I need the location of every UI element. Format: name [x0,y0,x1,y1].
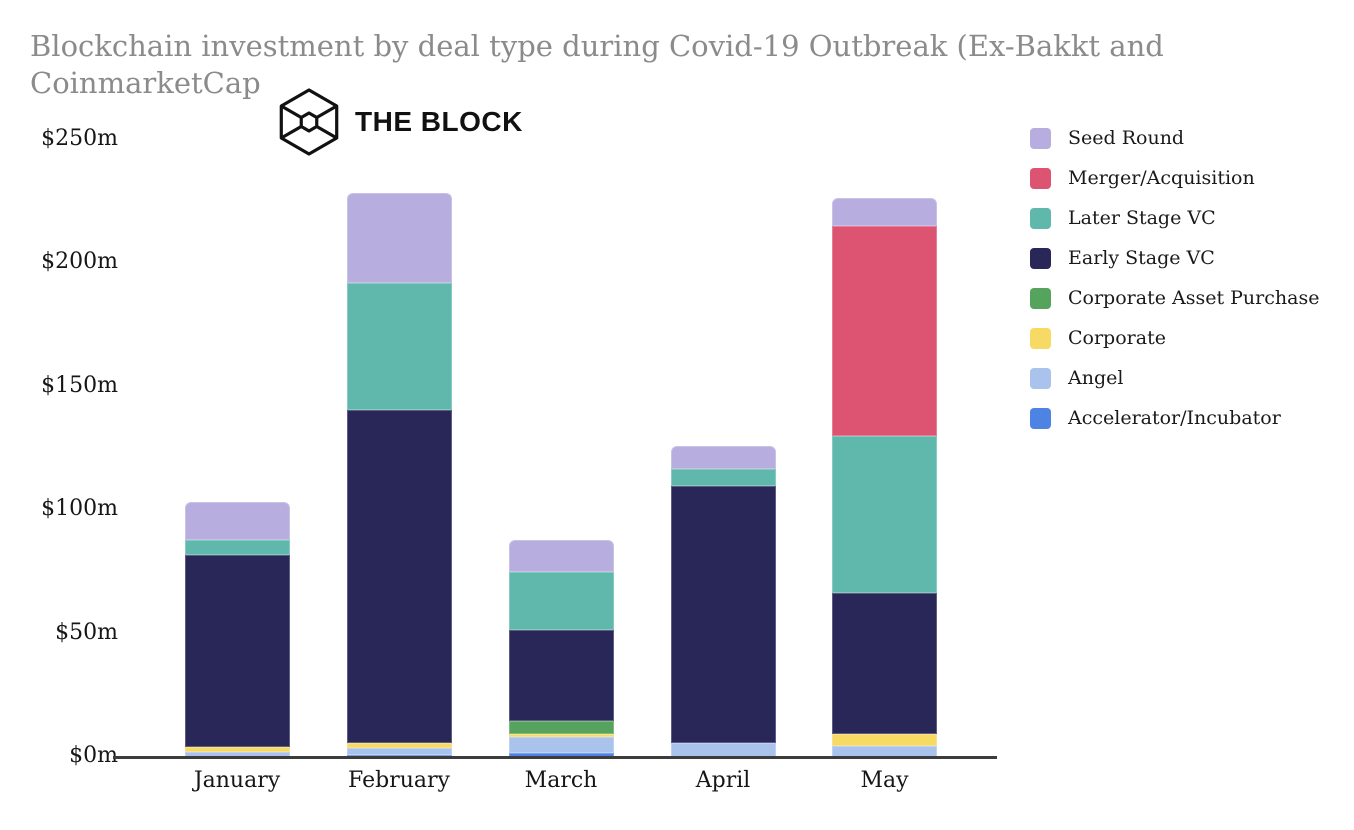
legend-item-label: Corporate [1068,327,1166,349]
bar-segment[interactable] [670,743,776,757]
legend-swatch-icon [1030,207,1051,229]
bar-segment[interactable] [346,410,452,744]
bar-segment[interactable] [346,283,452,411]
the-block-logo: THE BLOCK [277,86,523,158]
legend-item[interactable]: Seed Round [1030,118,1319,158]
bar-segment[interactable] [508,737,614,754]
x-axis-category-label: May [860,768,909,793]
bar-segment[interactable] [184,554,290,748]
legend-swatch-icon [1030,367,1051,389]
bar-segment[interactable] [670,469,776,486]
bar-segment[interactable] [832,436,937,593]
legend-swatch-icon [1030,127,1051,149]
legend: Seed Round Merger/Acquisition Later Stage … [1030,118,1319,438]
legend-swatch-icon [1030,407,1051,429]
y-axis-tick-label: $0m [69,743,118,768]
bar-segment[interactable] [184,539,290,555]
legend-item[interactable]: Corporate Asset Purchase [1030,278,1319,318]
bar-segment[interactable] [508,629,614,722]
bar-segment[interactable] [346,743,452,749]
y-axis-tick-label: $50m [55,619,118,645]
y-axis-tick-label: $100m [41,496,118,522]
x-axis-category-label: April [695,768,751,793]
bar-segment[interactable] [346,193,452,284]
block-cube-icon [277,86,341,158]
bar-segment[interactable] [832,733,937,746]
y-axis-tick-label: $150m [41,372,118,398]
legend-item[interactable]: Corporate [1030,318,1319,358]
legend-item-label: Merger/Acquisition [1068,167,1255,189]
legend-swatch-icon [1030,287,1051,309]
y-axis-tick-label: $250m [41,126,118,151]
y-axis-tick-label: $200m [41,249,118,275]
bar-segment[interactable] [184,752,290,757]
x-axis-category-label: March [524,768,598,793]
x-axis-category-label: February [348,768,450,793]
bar-segment[interactable] [508,733,614,738]
x-axis-line [113,756,997,759]
legend-item-label: Accelerator/Incubator [1068,407,1281,429]
legend-swatch-icon [1030,167,1051,189]
bar-segment[interactable] [184,747,290,753]
bar-segment[interactable] [346,748,452,755]
chart-title: Blockchain investment by deal type durin… [30,29,1164,100]
legend-item[interactable]: Later Stage VC [1030,198,1319,238]
bar-segment[interactable] [508,721,614,734]
legend-swatch-icon [1030,327,1051,349]
bar-segment[interactable] [508,571,614,630]
bar-segment[interactable] [832,745,937,757]
bar-segment[interactable] [832,226,937,437]
legend-item[interactable]: Early Stage VC [1030,238,1319,278]
bar-segment[interactable] [832,197,937,227]
bar-segment[interactable] [670,485,776,744]
legend-item-label: Early Stage VC [1068,247,1215,269]
legend-item-label: Angel [1068,367,1124,389]
bar-segment[interactable] [670,446,776,470]
legend-item[interactable]: Merger/Acquisition [1030,158,1319,198]
bar-segment[interactable] [508,539,614,572]
legend-swatch-icon [1030,247,1051,269]
x-axis-category-label: January [193,768,281,793]
legend-item-label: Seed Round [1068,127,1185,149]
bar-segment[interactable] [832,592,937,734]
legend-item[interactable]: Angel [1030,358,1319,398]
legend-item-label: Later Stage VC [1068,207,1216,229]
bar-segment[interactable] [184,501,290,540]
legend-item[interactable]: Accelerator/Incubator [1030,398,1319,438]
legend-item-label: Corporate Asset Purchase [1068,287,1320,309]
bar-segment[interactable] [508,753,614,757]
logo-text: THE BLOCK [355,106,523,137]
bar-segment[interactable] [346,754,452,757]
